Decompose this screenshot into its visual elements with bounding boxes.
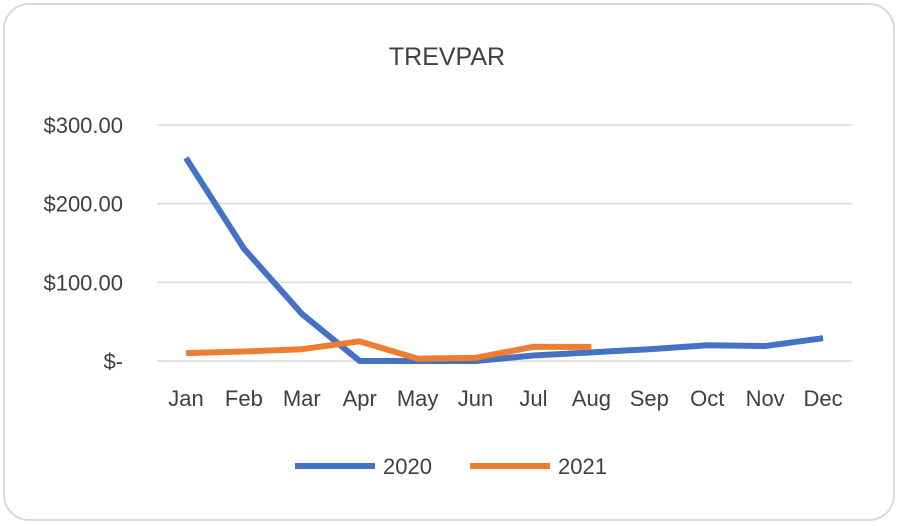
x-tick-label: Nov	[746, 386, 785, 411]
data-point	[591, 352, 592, 353]
y-tick-label: $-	[103, 349, 123, 374]
data-point	[243, 248, 244, 249]
x-tick-label: Jan	[168, 386, 203, 411]
y-axis-tick-labels: $300.00 $200.00 $100.00 $-	[43, 113, 123, 374]
series-line-2020	[183, 156, 824, 364]
data-point	[185, 158, 186, 159]
x-tick-label: Mar	[283, 386, 321, 411]
data-point	[707, 345, 708, 346]
data-point	[765, 346, 766, 347]
x-tick-label: Sep	[630, 386, 669, 411]
chart-title: TREVPAR	[389, 43, 505, 71]
legend-label: 2020	[383, 454, 432, 479]
data-point	[591, 346, 592, 347]
y-tick-label: $300.00	[43, 113, 123, 138]
data-point	[649, 349, 650, 350]
x-tick-label: Oct	[690, 386, 724, 411]
x-tick-label: Jun	[458, 386, 493, 411]
legend: 2020 2021	[295, 454, 607, 479]
x-axis-tick-labels: Jan Feb Mar Apr May Jun Jul Aug Sep Oct Nov Dec	[168, 386, 842, 411]
x-tick-label: Dec	[803, 386, 842, 411]
data-point	[359, 361, 360, 362]
data-point	[185, 353, 186, 354]
data-point	[301, 313, 302, 314]
y-tick-label: $200.00	[43, 192, 123, 217]
series-line-2021	[185, 338, 592, 362]
data-point	[533, 355, 534, 356]
series-lines	[183, 156, 824, 364]
chart-frame	[3, 3, 895, 521]
legend-label: 2021	[558, 454, 607, 479]
data-point	[417, 358, 418, 359]
x-tick-label: Feb	[225, 386, 263, 411]
data-point	[359, 341, 360, 342]
data-point	[301, 349, 302, 350]
y-tick-label: $100.00	[43, 270, 123, 295]
data-point	[475, 357, 476, 358]
gridlines	[157, 124, 852, 362]
data-point	[823, 338, 824, 339]
x-tick-label: May	[397, 386, 439, 411]
x-tick-label: Apr	[343, 386, 377, 411]
x-tick-label: Jul	[519, 386, 547, 411]
data-point	[243, 351, 244, 352]
data-point	[533, 346, 534, 347]
x-tick-label: Aug	[572, 386, 611, 411]
